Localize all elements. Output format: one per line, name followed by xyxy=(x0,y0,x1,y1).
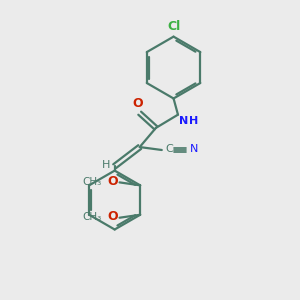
Text: H: H xyxy=(189,116,198,126)
Text: O: O xyxy=(107,175,118,188)
Text: H: H xyxy=(102,160,110,170)
Text: CH₃: CH₃ xyxy=(82,212,101,222)
Text: Cl: Cl xyxy=(167,20,180,33)
Text: O: O xyxy=(132,97,143,110)
Text: O: O xyxy=(107,210,118,223)
Text: N: N xyxy=(190,143,198,154)
Text: CH₃: CH₃ xyxy=(82,176,101,187)
Text: C: C xyxy=(165,143,173,154)
Text: N: N xyxy=(179,116,189,126)
